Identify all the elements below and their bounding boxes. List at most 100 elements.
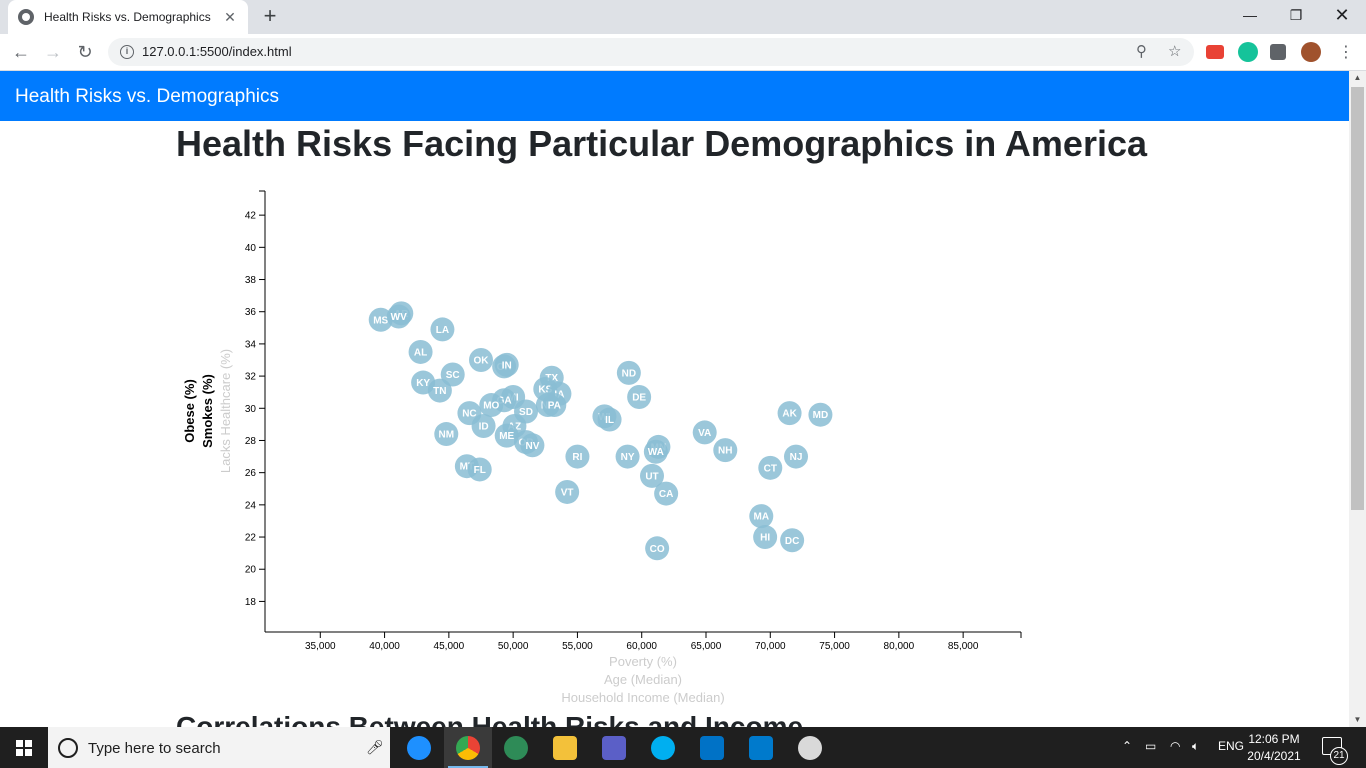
bookmark-star-icon[interactable]: ☆ (1168, 43, 1182, 60)
x-tick-label: 45,000 (434, 641, 465, 652)
taskbar-clock[interactable]: 12:06 PM 20/4/2021 (1244, 731, 1304, 765)
folder-icon (553, 736, 577, 760)
state-label: RI (572, 452, 582, 463)
outlook-icon (700, 736, 724, 760)
url-text[interactable]: 127.0.0.1:5500/index.html (142, 44, 292, 59)
state-marker (467, 457, 492, 482)
state-marker (494, 423, 519, 448)
state-label: ME (499, 431, 514, 442)
state-label: TN (433, 386, 446, 397)
tray-chevron-up-icon[interactable]: ⌃ (1122, 739, 1133, 753)
chrome-icon (456, 736, 480, 760)
state-label: WV (391, 312, 407, 323)
taskbar-vscode[interactable] (737, 727, 785, 768)
teams-icon (602, 736, 626, 760)
state-marker (427, 378, 452, 403)
profile-avatar[interactable] (1301, 42, 1321, 62)
x-tick-label: 60,000 (626, 641, 657, 652)
x-tick-label: 35,000 (305, 641, 336, 652)
forward-button[interactable]: → (44, 42, 62, 62)
state-marker (808, 402, 833, 427)
navbar-brand[interactable]: Health Risks vs. Demographics (15, 86, 279, 107)
state-label: MT (460, 462, 474, 473)
taskbar-search[interactable]: Type here to search 🎤︎ (48, 727, 390, 768)
state-label: IL (605, 415, 614, 426)
battery-icon[interactable]: ▭ (1145, 739, 1157, 753)
state-label: AL (414, 347, 427, 358)
globe-app-icon (504, 736, 528, 760)
y-tick-label: 30 (245, 404, 257, 415)
scroll-up-icon[interactable]: ▲ (1353, 73, 1362, 82)
x-tick-label: 70,000 (755, 641, 786, 652)
cortana-icon (58, 738, 78, 758)
page-navbar: Health Risks vs. Demographics (0, 71, 1349, 121)
state-label: DE (632, 393, 646, 404)
state-label: VA (698, 428, 711, 439)
minimize-button[interactable]: — (1243, 7, 1257, 23)
language-indicator[interactable]: ENG (1218, 739, 1245, 753)
state-marker (692, 420, 717, 445)
state-label: WA (648, 447, 664, 458)
edge-icon (407, 736, 431, 760)
back-button[interactable]: ← (12, 42, 30, 62)
new-tab-button[interactable]: + (263, 3, 277, 28)
state-marker (749, 504, 774, 529)
page-scrollbar[interactable]: ▲ ▼ (1349, 71, 1366, 727)
menu-kebab-icon[interactable]: ⋮ (1338, 44, 1354, 61)
browser-toolbar: ← → ↻ i 127.0.0.1:5500/index.html ⚲ ☆ ⋮ (0, 34, 1366, 71)
state-marker (440, 362, 465, 387)
taskbar-app-globe[interactable] (492, 727, 540, 768)
y-axis-label[interactable]: Lacks Healthcare (%) (218, 349, 233, 473)
taskbar-edge[interactable] (395, 727, 443, 768)
state-label: VT (561, 487, 574, 498)
state-marker (640, 463, 664, 488)
taskbar-outlook[interactable] (688, 727, 736, 768)
state-label: NV (525, 441, 539, 452)
info-icon[interactable]: i (120, 45, 134, 59)
wifi-icon[interactable]: ◠ (1170, 739, 1181, 753)
browser-tab[interactable]: Health Risks vs. Demographics ✕ (8, 0, 248, 34)
zoom-icon[interactable]: ⚲ (1136, 43, 1147, 60)
state-label: MS (373, 315, 388, 326)
state-marker (434, 422, 459, 447)
state-label: MA (754, 512, 770, 523)
taskbar-teams[interactable] (590, 727, 638, 768)
extensions-puzzle-icon[interactable] (1270, 44, 1286, 60)
state-label: HI (760, 533, 770, 544)
search-placeholder[interactable]: Type here to search (88, 740, 221, 757)
state-label: SC (446, 370, 460, 381)
state-marker (430, 317, 455, 342)
clock-time: 12:06 PM (1248, 732, 1300, 746)
taskbar-chrome[interactable] (444, 727, 492, 768)
paint-icon (798, 736, 822, 760)
y-tick-label: 38 (245, 275, 257, 286)
y-axis-label[interactable]: Obese (%) (182, 379, 197, 443)
y-axis-label[interactable]: Smokes (%) (200, 374, 215, 448)
x-axis-label[interactable]: Age (Median) (604, 672, 682, 687)
state-label: UT (645, 471, 658, 482)
pdf-extension-icon[interactable] (1206, 45, 1224, 59)
close-tab-icon[interactable]: ✕ (224, 8, 236, 25)
y-tick-label: 32 (245, 372, 257, 383)
taskbar-skype[interactable] (639, 727, 687, 768)
x-axis-label[interactable]: Household Income (Median) (561, 690, 724, 705)
x-axis-label[interactable]: Poverty (%) (609, 654, 677, 669)
scroll-thumb[interactable] (1351, 87, 1364, 510)
start-button[interactable] (0, 727, 48, 768)
y-tick-label: 24 (245, 500, 257, 511)
restore-button[interactable]: ❐ (1289, 7, 1303, 23)
reload-button[interactable]: ↻ (77, 42, 93, 62)
scroll-down-icon[interactable]: ▼ (1353, 715, 1362, 724)
state-label: SD (519, 407, 533, 418)
microphone-icon[interactable]: 🎤︎ (366, 739, 384, 755)
close-window-button[interactable]: ✕ (1334, 5, 1350, 25)
grammarly-extension-icon[interactable] (1238, 42, 1258, 62)
windows-taskbar: Type here to search 🎤︎ ⌃ ▭ ◠ 🔈︎ ENG 12:0… (0, 727, 1366, 768)
address-bar[interactable]: i 127.0.0.1:5500/index.html ⚲ ☆ (108, 38, 1194, 66)
volume-muted-icon[interactable]: 🔈︎ (1192, 739, 1200, 753)
y-tick-label: 28 (245, 436, 257, 447)
taskbar-explorer[interactable] (541, 727, 589, 768)
taskbar-paint[interactable] (786, 727, 834, 768)
state-marker (654, 481, 679, 506)
state-label: PA (548, 401, 561, 412)
